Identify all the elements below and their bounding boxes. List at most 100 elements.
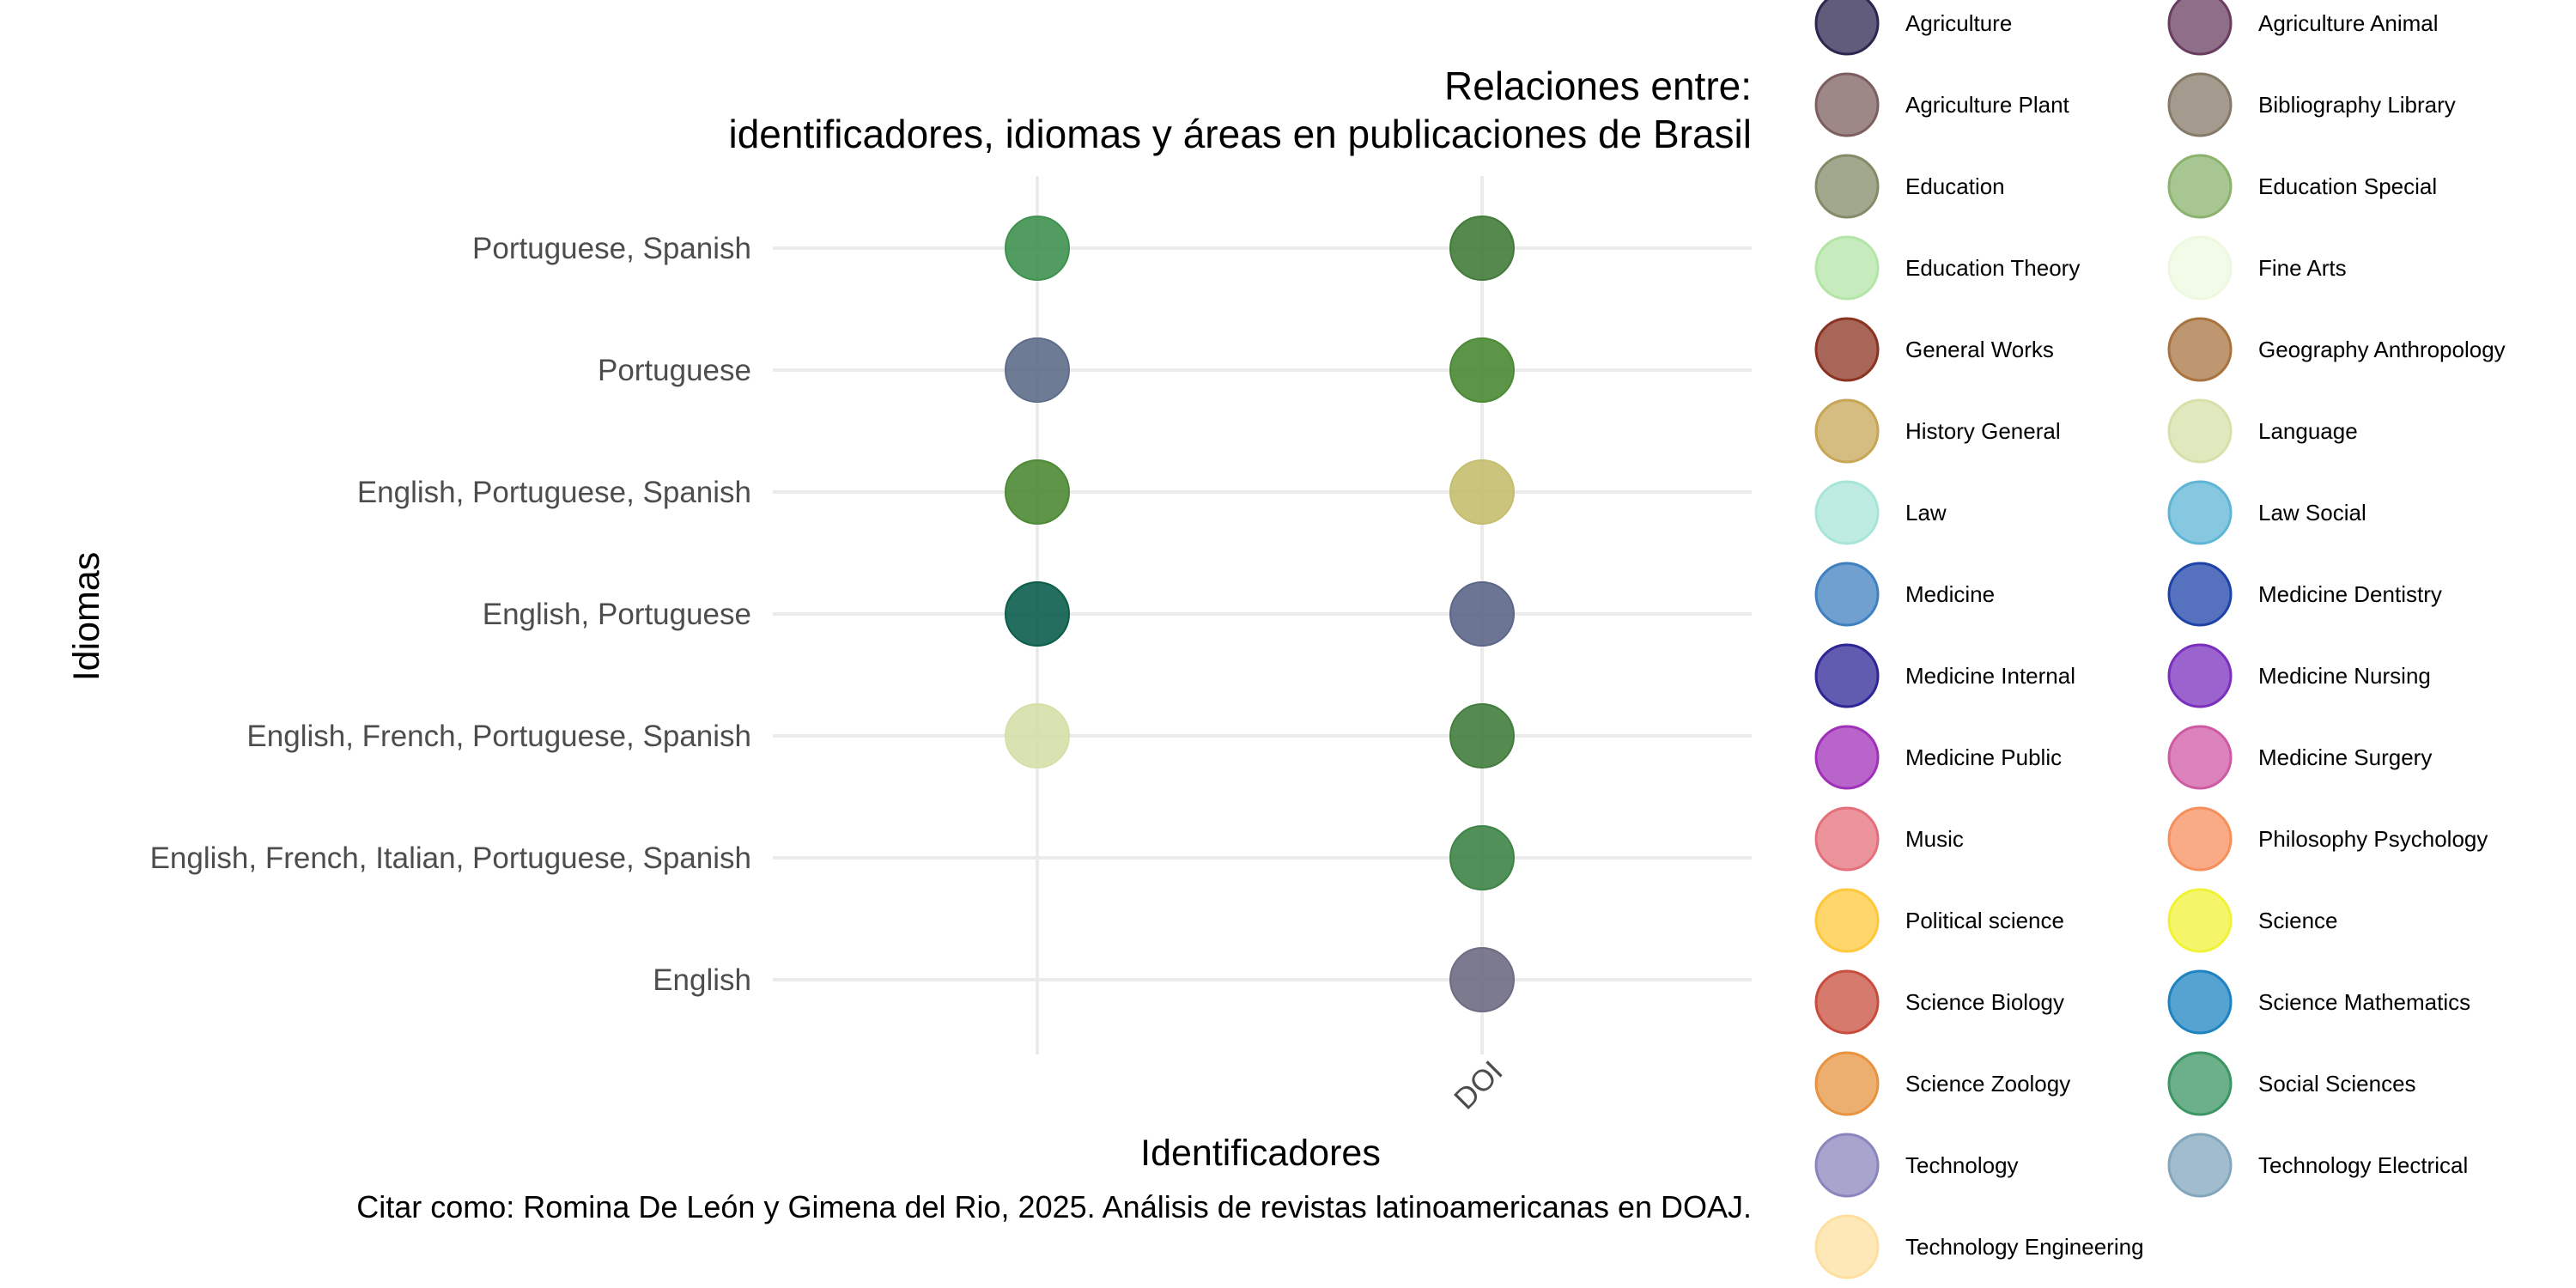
legend-label: Language (2258, 418, 2358, 444)
legend-item: Agriculture Animal (2167, 0, 2439, 56)
data-point (1005, 459, 1070, 525)
legend-key (2167, 888, 2233, 953)
data-point (1005, 216, 1070, 281)
legend-item: Medicine Public (1814, 725, 2062, 790)
legend-item: Agriculture Plant (1814, 72, 2070, 137)
legend-label: Music (1905, 826, 1964, 852)
legend-label: Geography Anthropology (2258, 337, 2506, 362)
y-tick-label: English, Portuguese, Spanish (357, 476, 751, 509)
data-point (1449, 459, 1515, 525)
data-point (1449, 825, 1515, 890)
data-point (1005, 337, 1070, 403)
legend-label: Philosophy Psychology (2258, 826, 2488, 852)
legend-item: Science Biology (1814, 969, 2064, 1035)
legend-key (1814, 725, 1880, 790)
x-axis-ticks: DOI (1448, 1054, 1510, 1116)
legend-label: Fine Arts (2258, 255, 2347, 281)
legend-label: Medicine Public (1905, 744, 2062, 770)
data-point (1449, 581, 1515, 647)
legend-key (2167, 562, 2233, 627)
legend-label: Technology (1905, 1152, 2019, 1178)
legend-item: Technology Electrical (2167, 1133, 2468, 1198)
legend-label: Science (2258, 908, 2338, 933)
y-tick-label: English, French, Italian, Portuguese, Sp… (150, 841, 751, 875)
legend-label: Medicine Surgery (2258, 744, 2432, 770)
legend-item: Political science (1814, 888, 2064, 953)
legend-label: Medicine Dentistry (2258, 581, 2442, 607)
data-point (1449, 337, 1515, 403)
legend-item: Law (1814, 480, 1947, 545)
legend-key (2167, 154, 2233, 219)
legend-key (1814, 806, 1880, 872)
data-point (1449, 703, 1515, 769)
legend-key (1814, 480, 1880, 545)
legend-item: Medicine Surgery (2167, 725, 2432, 790)
legend-item: Technology (1814, 1133, 2019, 1198)
x-axis-title: Identificadores (1140, 1133, 1381, 1174)
legend-item: Science Zoology (1814, 1051, 2070, 1116)
legend-label: History General (1905, 418, 2061, 444)
legend-key (1814, 1051, 1880, 1116)
legend-label: Technology Engineering (1905, 1234, 2144, 1260)
legend-key (2167, 643, 2233, 708)
legend-item: Geography Anthropology (2167, 317, 2506, 382)
legend-label: Social Sciences (2258, 1071, 2416, 1097)
x-tick-label: DOI (1448, 1054, 1510, 1116)
legend-key (1814, 398, 1880, 464)
legend-item: Philosophy Psychology (2167, 806, 2488, 872)
y-axis-ticks: English English, French, Italian, Portugu… (150, 232, 751, 997)
legend-key (2167, 806, 2233, 872)
legend-key (2167, 72, 2233, 137)
legend-item: Education Theory (1814, 235, 2080, 301)
legend-item: Medicine (1814, 562, 1995, 627)
legend-key (1814, 969, 1880, 1035)
legend: Agriculture Agriculture Animal Agriculture… (1814, 0, 2506, 1279)
chart-caption: Citar como: Romina De León y Gimena del … (356, 1189, 1752, 1224)
legend-label: Education (1905, 173, 2005, 199)
legend-key (1814, 72, 1880, 137)
legend-key (2167, 725, 2233, 790)
legend-key (1814, 562, 1880, 627)
data-point (1449, 947, 1515, 1012)
y-tick-label: English, French, Portuguese, Spanish (246, 720, 751, 753)
chart-title-line1: Relaciones entre: (1444, 64, 1752, 108)
legend-label: Bibliography Library (2258, 92, 2456, 118)
legend-item: Education Special (2167, 154, 2437, 219)
y-tick-label: English, Portuguese (483, 598, 751, 631)
legend-item: Science (2167, 888, 2338, 953)
legend-label: Medicine Internal (1905, 663, 2075, 689)
legend-key (1814, 0, 1880, 56)
y-tick-label: Portuguese (598, 354, 751, 387)
legend-key (2167, 480, 2233, 545)
legend-label: Law (1905, 500, 1947, 526)
legend-label: Education Theory (1905, 255, 2080, 281)
legend-item: Agriculture (1814, 0, 2012, 56)
legend-key (1814, 1133, 1880, 1198)
legend-label: Science Biology (1905, 989, 2064, 1015)
legend-key (2167, 0, 2233, 56)
legend-key (1814, 1214, 1880, 1279)
legend-label: Science Zoology (1905, 1071, 2070, 1097)
legend-key (2167, 1133, 2233, 1198)
legend-label: Law Social (2258, 500, 2366, 526)
legend-label: Medicine (1905, 581, 1995, 607)
data-point (1449, 216, 1515, 281)
legend-key (1814, 235, 1880, 301)
y-axis-title: Idiomas (66, 552, 107, 682)
legend-key (2167, 1051, 2233, 1116)
legend-label: Political science (1905, 908, 2064, 933)
legend-item: Technology Engineering (1814, 1214, 2144, 1279)
legend-item: History General (1814, 398, 2061, 464)
legend-item: Science Mathematics (2167, 969, 2470, 1035)
legend-label: Medicine Nursing (2258, 663, 2431, 689)
legend-item: Law Social (2167, 480, 2366, 545)
data-points (1005, 216, 1515, 1012)
legend-key (2167, 969, 2233, 1035)
plot-grid (773, 176, 1752, 1054)
data-point (1005, 703, 1070, 769)
legend-key (2167, 317, 2233, 382)
legend-key (1814, 643, 1880, 708)
data-point (1005, 581, 1070, 647)
y-tick-label: Portuguese, Spanish (472, 232, 751, 265)
